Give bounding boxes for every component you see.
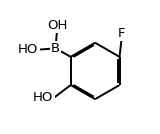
Text: B: B [51, 42, 60, 55]
Text: HO: HO [18, 43, 39, 56]
Text: OH: OH [47, 19, 68, 32]
Text: F: F [118, 27, 125, 40]
Text: HO: HO [33, 91, 54, 104]
